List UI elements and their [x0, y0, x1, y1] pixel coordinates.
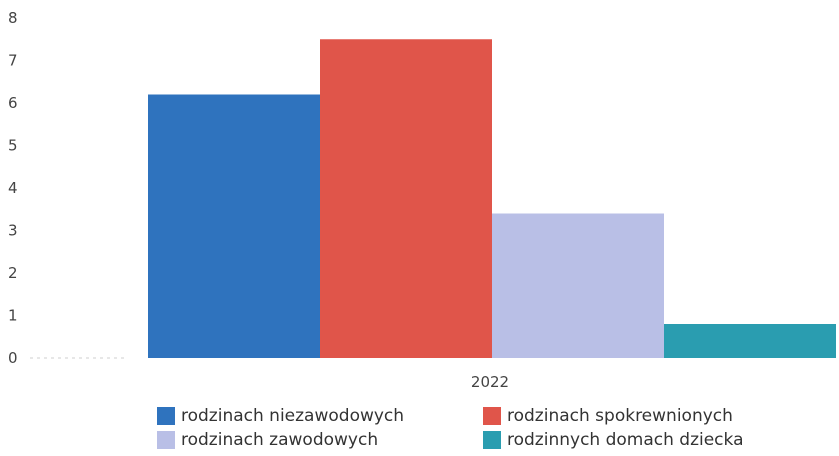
y-axis-ticks: 0 1 2 3 4 5 6 7 8 — [8, 9, 18, 367]
legend-item-1: rodzinach niezawodowych — [157, 406, 404, 426]
y-tick-label: 1 — [8, 307, 18, 325]
bar-2 — [320, 39, 492, 358]
legend-swatch-3 — [157, 431, 175, 449]
legend-swatch-4 — [483, 431, 501, 449]
y-tick-label: 2 — [8, 264, 18, 282]
bars — [148, 39, 836, 358]
y-tick-label: 4 — [8, 179, 18, 197]
bar-4 — [664, 324, 836, 358]
legend-label-2: rodzinach spokrewnionych — [507, 406, 733, 426]
y-tick-label: 3 — [8, 222, 18, 240]
legend-swatch-1 — [157, 407, 175, 425]
legend-swatch-2 — [483, 407, 501, 425]
bar-chart: 0 1 2 3 4 5 6 7 8 2022 — [8, 9, 836, 391]
legend-item-3: rodzinach zawodowych — [157, 430, 378, 450]
legend-item-4: rodzinnych domach dziecka — [483, 430, 744, 450]
y-tick-label: 0 — [8, 349, 18, 367]
legend-label-4: rodzinnych domach dziecka — [507, 430, 744, 450]
y-tick-label: 6 — [8, 94, 18, 112]
y-tick-label: 8 — [8, 9, 18, 27]
bar-3 — [492, 213, 664, 358]
legend-item-2: rodzinach spokrewnionych — [483, 406, 733, 426]
x-tick-label: 2022 — [471, 373, 509, 391]
y-tick-label: 5 — [8, 137, 18, 155]
legend-label-1: rodzinach niezawodowych — [181, 406, 405, 426]
bar-1 — [148, 94, 320, 358]
legend-label-3: rodzinach zawodowych — [181, 430, 379, 450]
y-tick-label: 7 — [8, 52, 18, 70]
